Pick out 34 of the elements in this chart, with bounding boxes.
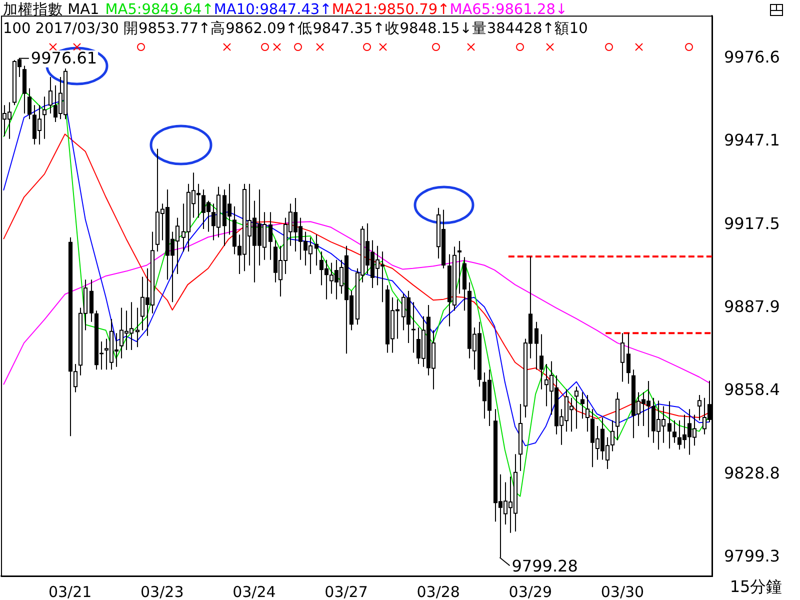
y-tick-label: 9887.9 — [724, 297, 780, 316]
x-tick-label: 03/29 — [508, 582, 552, 600]
y-tick-label: 9947.1 — [724, 130, 780, 150]
x-tick-label: 03/23 — [140, 582, 184, 600]
candlestick — [89, 279, 94, 322]
y-tick-label: 9858.4 — [724, 380, 780, 400]
x-tick-label: 03/24 — [232, 582, 276, 600]
candlestick — [667, 400, 672, 449]
candlestick — [539, 334, 544, 390]
candlestick — [411, 302, 416, 354]
x-tick-label: 03/28 — [416, 582, 460, 600]
text: MA10:9847.43↑ — [214, 2, 332, 18]
candlestick — [314, 234, 319, 266]
chart-subtitle: 100 2017/03/30 開9853.77↑高9862.09↑低9847.35↑收9848.15↓量384428↑額10 — [3, 20, 588, 39]
chart-title: 加權指數 MA1 — [3, 2, 100, 18]
text: MA21:9850.79↑ — [332, 2, 450, 18]
candlestick — [27, 88, 32, 120]
y-tick-label: 9976.6 — [724, 48, 780, 67]
candlestick — [268, 212, 273, 260]
candlestick — [672, 420, 677, 444]
y-tick-label: 9799.3 — [724, 546, 780, 566]
annotation: 9976.61 — [30, 48, 98, 68]
candlestick — [534, 321, 539, 370]
text: MA65:9861.28↓ — [450, 2, 568, 18]
y-tick-label: 9917.5 — [724, 214, 780, 233]
candlestick — [626, 332, 631, 384]
x-tick-label: 03/21 — [48, 582, 92, 600]
x-tick-label: 03/30 — [600, 582, 644, 600]
y-tick-label: 9828.8 — [724, 464, 780, 483]
annotation: 9799.28 — [512, 556, 578, 576]
candlestick — [580, 392, 585, 420]
text: MA5:9849.64↑ — [105, 2, 214, 18]
x-axis-title: 15分鐘 — [730, 577, 782, 596]
x-tick-label: 03/27 — [324, 582, 368, 600]
